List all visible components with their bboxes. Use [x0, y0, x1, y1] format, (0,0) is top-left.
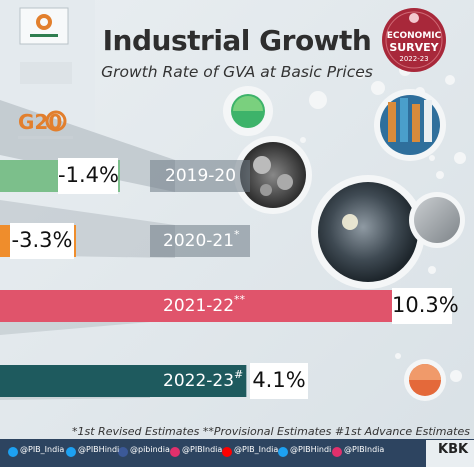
category-text: 2021-22 — [163, 296, 235, 316]
category-marker: * — [234, 228, 240, 241]
badge-line2: SURVEY — [389, 41, 439, 54]
welding-photo — [318, 182, 418, 282]
value-label: 10.3% — [392, 293, 459, 317]
social-icon — [170, 447, 180, 457]
category-label: 2020-21* — [163, 228, 240, 251]
social-handle: @PIB_India — [20, 445, 65, 454]
value-label: -1.4% — [58, 163, 119, 187]
social-icon — [278, 447, 288, 457]
social-icon — [118, 447, 128, 457]
social-handle: @PIB_India — [234, 445, 279, 454]
badge-line3: 2022-23 — [399, 55, 429, 63]
category-label: 2022-23# — [163, 368, 244, 391]
economic-survey-badge — [382, 8, 446, 72]
category-text: 2022-23 — [163, 371, 235, 391]
footnote: *1st Revised Estimates **Provisional Est… — [72, 425, 470, 438]
social-icons — [8, 447, 342, 457]
value-label: -3.3% — [11, 228, 73, 252]
category-text: 2019-20 — [165, 166, 237, 186]
credit: KBK — [438, 442, 469, 457]
social-icon — [66, 447, 76, 457]
bar-2022-23 — [0, 365, 247, 397]
year-band — [150, 225, 250, 257]
value-box — [58, 158, 118, 194]
ministry-logo — [20, 62, 72, 84]
category-text: 2020-21 — [163, 231, 235, 251]
value-label: 4.1% — [252, 368, 306, 392]
g20-logo-text: G20 — [18, 110, 63, 134]
social-handle: @PIBIndia — [182, 445, 223, 454]
bar-series — [0, 158, 452, 399]
bar-2021-22 — [0, 290, 393, 322]
value-box — [392, 288, 452, 324]
social-handle: @PIBHindi — [290, 445, 332, 454]
social-icon — [8, 447, 18, 457]
category-label: 2019-20 — [165, 166, 236, 186]
value-box — [10, 223, 74, 259]
social-icon — [222, 447, 232, 457]
social-handle: @PIBIndia — [344, 445, 385, 454]
badge-line1: ECONOMIC — [386, 31, 442, 41]
category-marker: ** — [234, 293, 246, 306]
social-handle: @pibindia — [130, 445, 170, 454]
category-label: 2021-22** — [163, 293, 246, 316]
g20-lotus — [45, 110, 67, 132]
chart-title: Industrial Growth — [102, 24, 372, 57]
value-box — [250, 363, 308, 399]
social-icon — [332, 447, 342, 457]
category-marker: # — [234, 368, 244, 381]
social-handle: @PIBHindi — [78, 445, 120, 454]
year-band — [150, 160, 250, 192]
chart-subtitle: Growth Rate of GVA at Basic Prices — [101, 63, 373, 81]
footer-bar — [0, 439, 474, 467]
